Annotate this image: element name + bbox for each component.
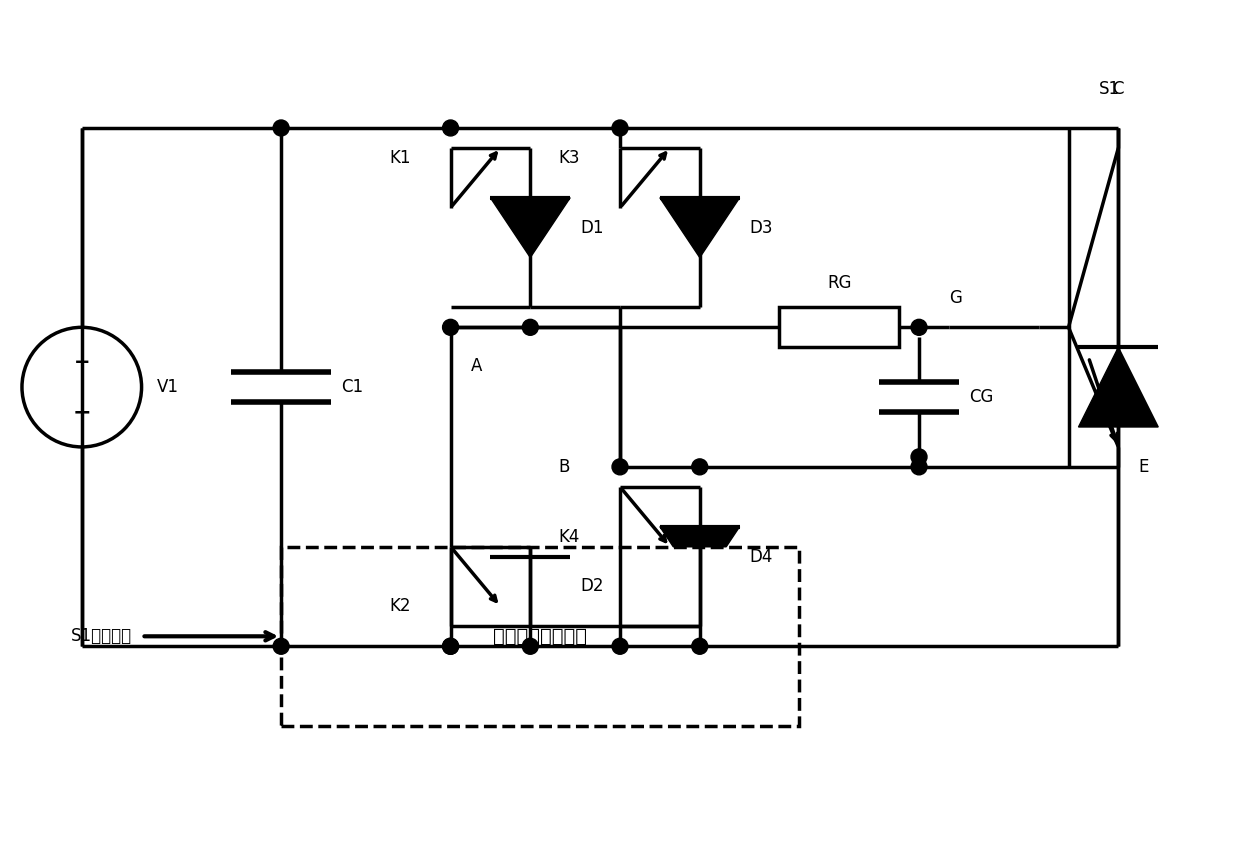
FancyBboxPatch shape [780,307,899,347]
Circle shape [692,639,708,654]
Circle shape [692,459,708,475]
Text: E: E [1138,458,1148,476]
Text: S1控制信号: S1控制信号 [71,628,131,645]
Circle shape [443,639,459,654]
FancyBboxPatch shape [281,546,800,726]
Polygon shape [660,527,739,586]
Text: K1: K1 [389,149,410,167]
Text: C1: C1 [341,378,363,396]
Text: 驱动电平控制单元: 驱动电平控制单元 [494,627,588,645]
Circle shape [443,120,459,136]
Circle shape [911,459,928,475]
Circle shape [911,449,928,465]
Circle shape [613,639,627,654]
Text: V1: V1 [156,378,179,396]
Polygon shape [491,556,570,617]
Circle shape [443,319,459,335]
Circle shape [273,120,289,136]
Text: B: B [559,458,570,476]
Circle shape [273,639,289,654]
Circle shape [522,319,538,335]
Circle shape [443,639,459,654]
Text: +: + [73,352,91,372]
Text: A: A [470,357,482,375]
Text: K4: K4 [559,528,580,545]
Text: D1: D1 [580,219,604,236]
Circle shape [522,639,538,654]
Text: K3: K3 [559,149,580,167]
Circle shape [911,319,928,335]
Text: RG: RG [827,274,852,292]
Circle shape [613,459,627,475]
Polygon shape [1079,347,1158,427]
Polygon shape [491,197,570,257]
Text: D2: D2 [580,578,604,595]
Text: S1: S1 [1099,80,1120,98]
Text: D4: D4 [749,547,773,566]
Text: CG: CG [968,388,993,406]
Text: D3: D3 [749,219,773,236]
Text: −: − [72,402,91,422]
Text: K2: K2 [389,597,410,616]
Circle shape [613,120,627,136]
Text: C: C [1112,80,1125,98]
Text: G: G [949,290,962,307]
Polygon shape [660,197,739,257]
